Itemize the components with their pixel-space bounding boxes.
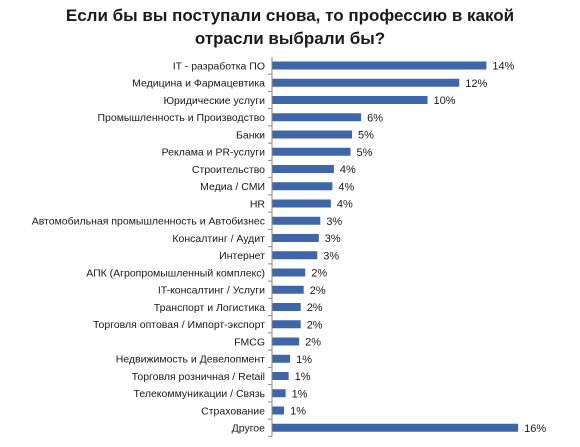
bar: [272, 130, 353, 139]
category-label: Промышленность и Производство: [97, 112, 265, 124]
category-label: АПК (Агропромышленный комплекс): [86, 267, 265, 279]
data-label: 10%: [434, 95, 456, 107]
bar: [272, 78, 460, 87]
data-label: 2%: [311, 268, 327, 280]
bars-group: IT - разработка ПО 14% Медицина и Фармацев…: [32, 60, 546, 437]
bar: [272, 234, 319, 242]
data-label: 3%: [323, 250, 339, 262]
bar: [272, 406, 285, 415]
data-label: 14%: [492, 61, 514, 73]
data-label: 16%: [524, 423, 546, 435]
category-label: FMCG: [234, 336, 265, 348]
category-label: Строительство: [192, 164, 265, 176]
bar: [272, 61, 487, 70]
category-label: Транспорт и Логистика: [154, 302, 265, 314]
data-label: 3%: [326, 216, 342, 228]
bar: [272, 182, 333, 191]
data-label: 1%: [292, 388, 308, 400]
bar: [272, 303, 301, 311]
category-label: IT - разработка ПО: [173, 60, 265, 72]
bar: [272, 147, 351, 156]
bar: [272, 337, 300, 346]
category-label: Медицина и Фармацевтика: [132, 78, 265, 90]
bar: [272, 268, 306, 277]
category-label: Страхование: [201, 405, 265, 417]
data-label: 3%: [325, 233, 341, 245]
bar: [272, 113, 362, 122]
data-label: 5%: [358, 130, 374, 142]
category-label: Торговля розничная / Retail: [132, 371, 265, 383]
bar: [272, 285, 304, 294]
category-label: IT-консалтинг / Услуги: [158, 285, 265, 297]
bar: [272, 96, 428, 104]
data-label: 4%: [338, 181, 354, 193]
category-label: Недвижимость и Девелопмент: [116, 354, 265, 366]
data-label: 2%: [310, 285, 326, 297]
data-label: 1%: [295, 371, 311, 383]
data-label: 6%: [367, 112, 383, 124]
bar: [272, 423, 519, 432]
data-label: 1%: [296, 354, 312, 366]
data-label: 2%: [307, 319, 323, 331]
data-label: 12%: [465, 78, 487, 90]
category-label: Интернет: [219, 250, 265, 262]
bar: [272, 320, 301, 329]
chart-title-line-1: Если бы вы поступали снова, то профессию…: [65, 6, 515, 25]
data-label: 2%: [307, 302, 323, 314]
data-label: 4%: [340, 164, 356, 176]
category-label: Консалтинг / Аудит: [172, 233, 265, 245]
chart-title: Если бы вы поступали снова, то профессию…: [0, 4, 580, 50]
category-label: Торговля оптовая / Импорт-экспорт: [93, 319, 265, 331]
bar: [272, 165, 334, 173]
category-label: Медиа / СМИ: [200, 181, 265, 193]
bar: [272, 199, 331, 208]
data-label: 1%: [290, 406, 306, 418]
category-label: Юридические услуги: [163, 95, 265, 107]
bar: [272, 354, 291, 363]
category-label: Автомобильная промышленность и Автобизне…: [32, 216, 265, 228]
category-label: Реклама и PR-услуги: [162, 147, 265, 159]
category-label: Банки: [236, 129, 265, 141]
bar: [272, 251, 318, 260]
category-label: HR: [250, 198, 266, 210]
data-label: 2%: [305, 337, 321, 349]
bar: [272, 372, 289, 380]
data-label: 5%: [357, 147, 373, 159]
chart-title-line-2: отрасли выбрали бы?: [194, 29, 386, 48]
bar: [272, 389, 286, 398]
category-label: Телекоммуникации / Связь: [134, 388, 266, 400]
data-label: 4%: [337, 199, 353, 211]
category-label: Другое: [232, 423, 266, 435]
bar: [272, 216, 321, 225]
